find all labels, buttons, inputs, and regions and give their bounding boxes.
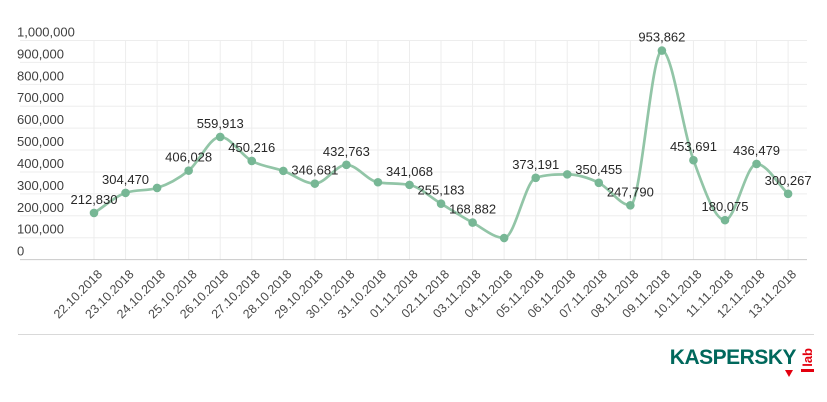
data-point-label: 432,763 bbox=[323, 144, 370, 159]
footer-divider bbox=[18, 334, 814, 335]
data-point bbox=[657, 46, 667, 55]
logo-red-triangle-icon bbox=[785, 370, 793, 377]
data-point bbox=[215, 132, 225, 142]
y-axis-tick-label: 0 bbox=[17, 244, 24, 259]
y-axis-tick-label: 600,000 bbox=[17, 112, 64, 127]
data-point-label: 373,191 bbox=[512, 157, 559, 172]
data-point bbox=[752, 159, 761, 169]
data-point bbox=[152, 183, 162, 193]
data-point bbox=[499, 233, 509, 243]
data-point bbox=[531, 173, 540, 183]
data-point-label: 350,455 bbox=[575, 162, 622, 177]
data-point bbox=[279, 166, 288, 176]
y-axis-tick-label: 100,000 bbox=[17, 222, 64, 237]
kaspersky-wordmark: KASPERSKY bbox=[669, 346, 797, 369]
data-point bbox=[468, 218, 477, 227]
y-axis-tick-label: 200,000 bbox=[17, 200, 64, 215]
data-point-label: 180,075 bbox=[702, 199, 749, 214]
data-point bbox=[594, 178, 604, 188]
y-axis-tick-label: 700,000 bbox=[17, 90, 64, 105]
data-point bbox=[562, 170, 572, 179]
logo-lab-block: lab bbox=[800, 348, 815, 372]
data-point bbox=[626, 201, 635, 210]
y-axis-tick-label: 800,000 bbox=[17, 68, 64, 83]
kaspersky-wordmark-wrap: KASPERSKY bbox=[669, 346, 797, 377]
data-point bbox=[89, 208, 99, 218]
y-axis-tick-label: 400,000 bbox=[17, 156, 64, 171]
data-point-label: 341,068 bbox=[386, 164, 433, 179]
data-point-label: 953,862 bbox=[638, 30, 685, 45]
data-point bbox=[373, 177, 383, 187]
data-point bbox=[342, 160, 351, 170]
y-axis-tick-label: 300,000 bbox=[17, 178, 64, 193]
data-point-label: 436,479 bbox=[733, 143, 780, 158]
logo-lab-text: lab bbox=[800, 348, 815, 367]
data-point bbox=[121, 188, 130, 198]
data-point bbox=[436, 199, 446, 208]
y-axis-tick-label: 1,000,000 bbox=[17, 25, 75, 40]
data-point-label: 453,691 bbox=[670, 139, 717, 154]
data-point-label: 559,913 bbox=[197, 116, 244, 131]
data-point-label: 247,790 bbox=[607, 184, 654, 199]
data-point bbox=[405, 180, 414, 190]
data-point bbox=[783, 189, 793, 199]
line-chart: 1,000,000 900,000 800,000 700,000 600,000 500… bbox=[17, 25, 812, 322]
data-point-label: 300,267 bbox=[765, 173, 812, 188]
data-point bbox=[310, 179, 320, 188]
y-axis-tick-label: 900,000 bbox=[17, 46, 64, 61]
data-point-label: 304,470 bbox=[102, 172, 149, 187]
logo-red-underline bbox=[801, 368, 814, 372]
data-point-label: 450,216 bbox=[228, 140, 275, 155]
kaspersky-lab-logo: KASPERSKY lab bbox=[669, 346, 815, 377]
data-point-label: 168,882 bbox=[449, 202, 496, 217]
data-point bbox=[247, 156, 257, 166]
data-point-label: 212,830 bbox=[71, 192, 118, 207]
data-point bbox=[184, 166, 193, 175]
data-point-label: 406,028 bbox=[165, 150, 212, 165]
data-point bbox=[689, 155, 698, 165]
data-point bbox=[720, 215, 730, 225]
data-point-label: 255,183 bbox=[418, 183, 465, 198]
y-axis-tick-label: 500,000 bbox=[17, 134, 64, 149]
data-point-label: 346,681 bbox=[291, 163, 338, 178]
